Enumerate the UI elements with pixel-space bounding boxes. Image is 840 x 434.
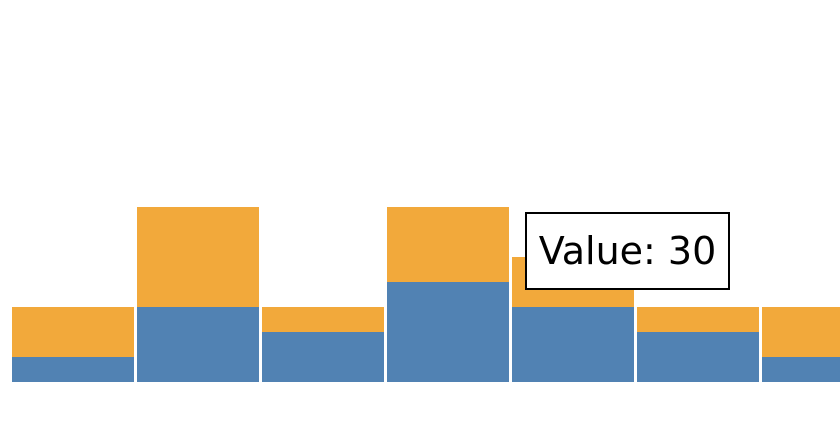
- bar-2-segment-2[interactable]: [137, 207, 259, 307]
- bar-5-segment-1[interactable]: [512, 307, 634, 382]
- bar-6-segment-1[interactable]: [637, 332, 759, 382]
- bar-3-segment-1[interactable]: [262, 332, 384, 382]
- bar-7-segment-1[interactable]: [762, 357, 840, 382]
- bar-6-segment-2[interactable]: [637, 307, 759, 332]
- bar-1-segment-2[interactable]: [12, 307, 134, 357]
- bar-1-segment-1[interactable]: [12, 357, 134, 382]
- bar-4-segment-1[interactable]: [387, 282, 509, 382]
- bar-3-segment-2[interactable]: [262, 307, 384, 332]
- bar-4-segment-2[interactable]: [387, 207, 509, 282]
- value-tooltip: Value: 30: [525, 212, 730, 290]
- bar-group: [12, 207, 840, 382]
- bar-7-segment-2[interactable]: [762, 307, 840, 357]
- bar-2-segment-1[interactable]: [137, 307, 259, 382]
